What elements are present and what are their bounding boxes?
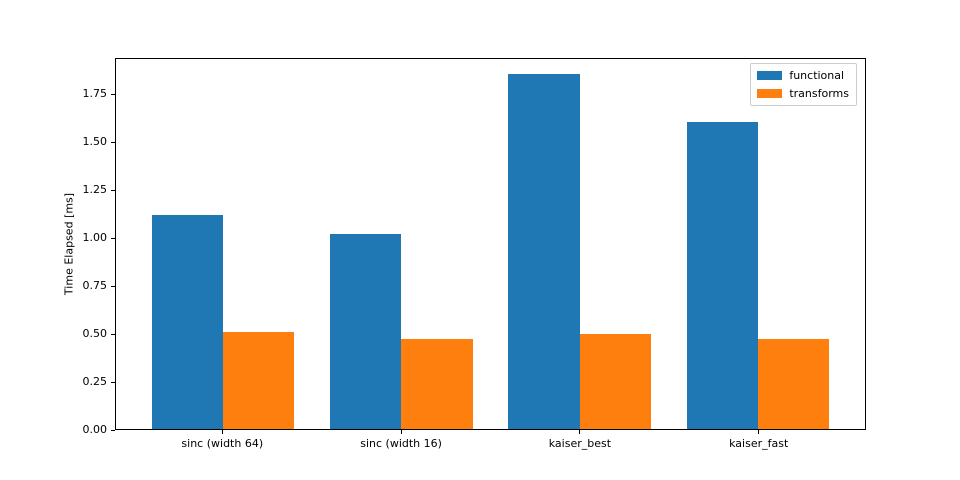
y-tick-label: 1.25	[82, 183, 108, 197]
legend: functional transforms	[750, 63, 857, 106]
y-tick-mark	[111, 381, 115, 383]
y-tick-mark	[111, 333, 115, 335]
y-tick-mark	[111, 237, 115, 239]
y-tick-label: 1.75	[82, 87, 108, 101]
bar-functional-sinc-width-64	[151, 215, 223, 429]
x-tick-label-kaiser-fast: kaiser_fast	[729, 437, 789, 450]
bar-transforms-sinc-width-64	[223, 331, 295, 429]
legend-row-functional: functional	[757, 69, 849, 82]
y-tick-label: 1.00	[82, 231, 108, 245]
y-tick-label: 0.75	[82, 279, 108, 293]
bar-functional-kaiser-best	[508, 74, 580, 429]
x-tick-label-sinc-width-16: sinc (width 16)	[360, 437, 442, 450]
y-tick-label: 0.50	[82, 327, 108, 341]
y-tick-label: 0.25	[82, 375, 108, 389]
x-tick-mark	[221, 430, 223, 434]
bar-transforms-kaiser-best	[579, 333, 651, 429]
x-tick-label-sinc-width-64: sinc (width 64)	[181, 437, 264, 450]
y-tick-mark	[111, 141, 115, 143]
bar-functional-kaiser-fast	[686, 121, 758, 429]
y-tick-mark	[111, 429, 115, 431]
legend-label-transforms: transforms	[789, 87, 849, 100]
legend-row-transforms: transforms	[757, 87, 849, 100]
legend-label-functional: functional	[789, 69, 845, 82]
plot-area: functional transforms	[115, 58, 866, 430]
y-tick-label: 0.00	[82, 423, 108, 436]
y-tick-mark	[111, 189, 115, 191]
y-tick-mark	[111, 285, 115, 287]
x-tick-mark	[400, 430, 402, 434]
x-tick-mark	[758, 430, 760, 434]
y-tick-mark	[111, 93, 115, 95]
bars-layer	[116, 59, 865, 429]
bar-functional-sinc-width-16	[330, 234, 402, 429]
legend-swatch-transforms	[757, 89, 783, 98]
legend-swatch-functional	[757, 71, 783, 80]
y-tick-label: 1.50	[82, 135, 108, 149]
bar-transforms-sinc-width-16	[401, 339, 473, 429]
x-tick-mark	[579, 430, 581, 434]
bar-transforms-kaiser-fast	[758, 339, 830, 429]
x-tick-label-kaiser-best: kaiser_best	[548, 437, 612, 450]
